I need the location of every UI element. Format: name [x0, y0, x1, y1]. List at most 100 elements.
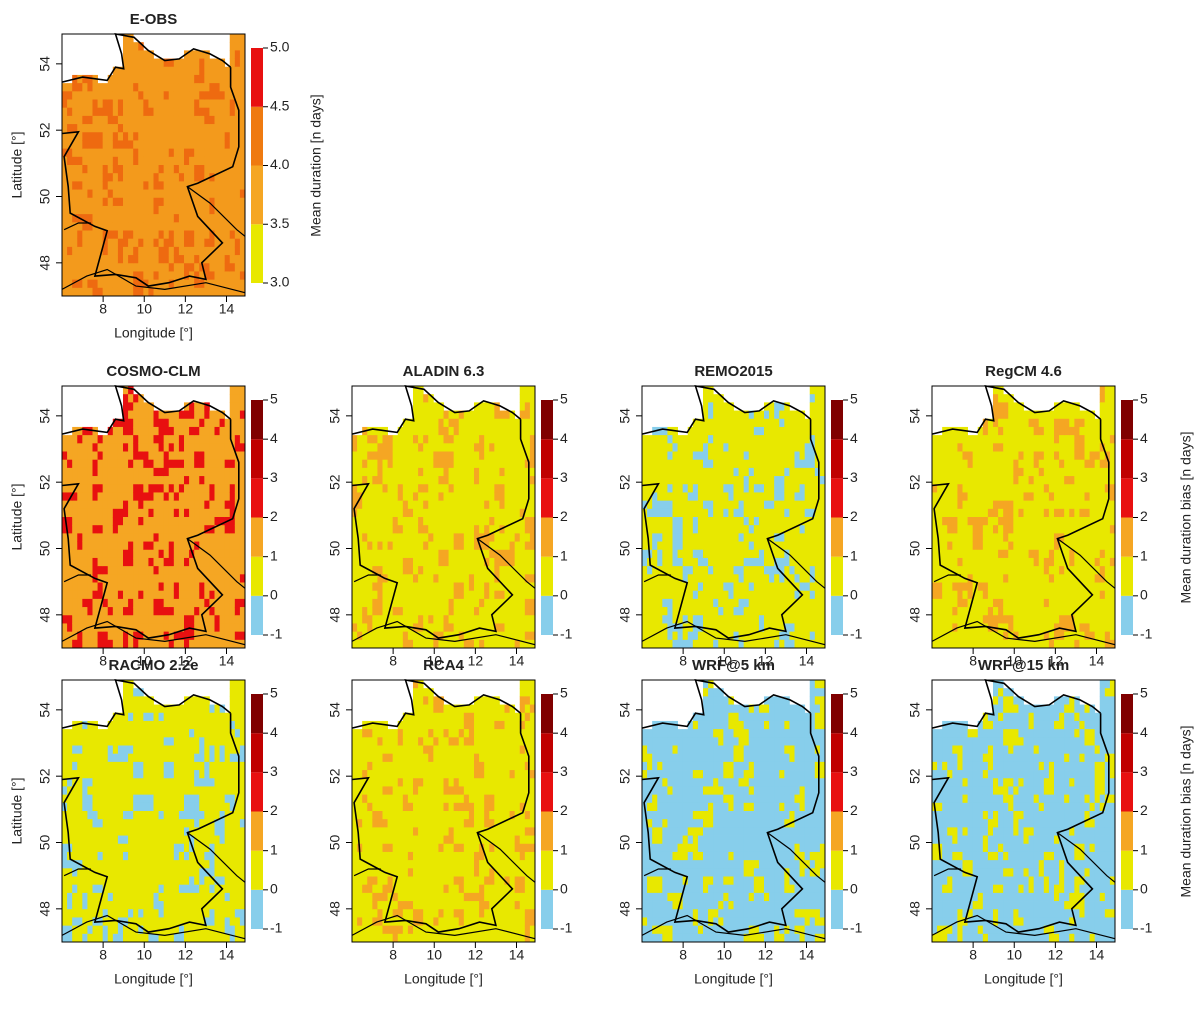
map-cell — [367, 476, 373, 485]
map-cell — [682, 459, 689, 469]
map-cell — [682, 557, 689, 567]
map-cell — [133, 410, 139, 420]
map-cell — [733, 467, 739, 477]
map-cell — [697, 631, 704, 641]
map-cell — [214, 582, 220, 592]
map-cell — [728, 639, 734, 649]
map-cell — [1018, 623, 1024, 633]
map-cell — [102, 222, 109, 231]
map-cell — [977, 467, 984, 477]
map-cell — [443, 623, 449, 633]
map-cell — [692, 582, 699, 592]
map-cell — [77, 263, 83, 272]
map-cell — [107, 500, 114, 510]
map-cell — [117, 181, 124, 190]
map-cell — [718, 410, 724, 420]
map-cell — [1038, 517, 1045, 526]
map-cell — [1023, 582, 1029, 592]
map-cell — [769, 508, 775, 518]
map-cell — [972, 607, 979, 616]
map-cell — [209, 467, 215, 477]
map-cell — [234, 492, 241, 502]
map-cell — [652, 476, 658, 485]
map-cell — [509, 410, 516, 420]
map-cell — [133, 443, 139, 452]
map-cell — [474, 607, 480, 616]
map-cell — [413, 557, 419, 567]
map-cell — [153, 173, 159, 182]
map-cell — [682, 574, 689, 583]
map-cell — [1028, 557, 1035, 567]
map-cell — [67, 508, 73, 518]
map-cell — [214, 615, 220, 624]
map-cell — [524, 418, 531, 428]
map-cell — [97, 476, 104, 485]
map-cell — [123, 124, 129, 133]
map-cell — [163, 459, 170, 469]
map-cell — [647, 607, 653, 616]
map-cell — [138, 476, 144, 485]
map-cell — [708, 386, 714, 395]
map-cell — [158, 623, 165, 633]
map-cell — [972, 508, 979, 518]
map-cell — [362, 574, 368, 583]
map-cell — [1013, 451, 1019, 461]
map-cell — [463, 435, 470, 444]
map-cell — [753, 410, 760, 420]
map-cell — [932, 615, 938, 624]
map-cell — [123, 402, 129, 411]
map-cell — [102, 115, 109, 125]
map-cell — [229, 156, 236, 166]
map-cell — [219, 263, 226, 272]
map-cell — [402, 525, 409, 534]
map-cell — [957, 631, 963, 641]
map-cell — [438, 631, 444, 641]
map-cell — [743, 492, 750, 502]
map-cell — [143, 99, 149, 109]
map-cell — [392, 533, 399, 542]
map-cell — [194, 623, 200, 633]
map-cell — [229, 91, 236, 100]
map-cell — [682, 631, 689, 641]
map-cell — [87, 484, 93, 493]
map-cell — [448, 459, 455, 469]
map-cell — [814, 418, 821, 428]
map-cell — [138, 181, 144, 190]
map-cell — [774, 557, 780, 567]
map-cell — [158, 517, 165, 526]
map-cell — [499, 517, 505, 526]
map-cell — [524, 467, 531, 477]
map-cell — [189, 107, 195, 117]
map-cell — [214, 631, 220, 641]
map-cell — [423, 459, 429, 469]
map-cell — [987, 533, 994, 542]
map-cell — [494, 582, 500, 592]
map-cell — [133, 574, 139, 583]
map-cell — [794, 615, 800, 624]
map-cell — [672, 492, 678, 502]
map-cell — [494, 451, 500, 461]
map-cell — [234, 443, 241, 452]
map-cell — [123, 214, 129, 223]
map-cell — [804, 582, 811, 592]
map-cell — [72, 557, 78, 567]
map-cell — [484, 443, 490, 452]
map-cell — [1033, 476, 1040, 485]
map-cell — [1008, 557, 1014, 567]
map-cell — [138, 410, 144, 420]
map-cell — [163, 197, 170, 207]
map-cell — [184, 181, 190, 190]
map-cell — [143, 476, 149, 485]
map-cell — [229, 132, 236, 141]
map-cell — [667, 598, 673, 608]
map-cell — [433, 459, 439, 469]
map-cell — [194, 607, 200, 616]
map-cell — [418, 533, 424, 542]
map-cell — [158, 197, 165, 207]
map-cell — [184, 287, 190, 297]
map-cell — [718, 508, 724, 518]
map-cell — [1023, 533, 1029, 542]
map-cell — [158, 574, 165, 583]
map-cell — [224, 132, 231, 141]
map-cell — [738, 492, 745, 502]
